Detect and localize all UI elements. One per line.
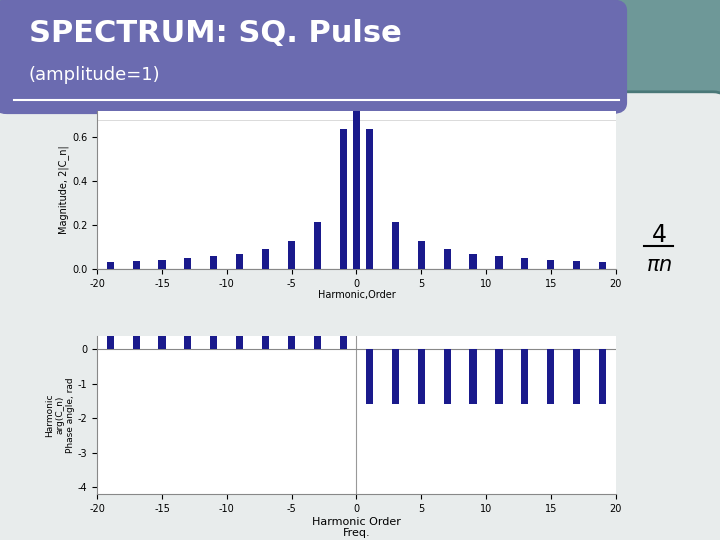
Bar — [107, 262, 114, 269]
Bar — [132, 295, 140, 349]
Bar — [210, 256, 217, 269]
FancyBboxPatch shape — [0, 0, 626, 113]
Bar — [573, 261, 580, 269]
Bar — [392, 222, 399, 269]
Bar — [418, 241, 425, 269]
Bar — [262, 249, 269, 269]
Bar — [495, 349, 503, 403]
Text: $\pi n$: $\pi n$ — [646, 254, 672, 275]
Bar — [547, 349, 554, 403]
Bar — [262, 295, 269, 349]
Bar — [288, 295, 295, 349]
Bar — [444, 249, 451, 269]
Bar — [210, 295, 217, 349]
Bar — [392, 349, 399, 403]
FancyBboxPatch shape — [0, 92, 720, 540]
Text: SPECTRUM: SQ. Pulse: SPECTRUM: SQ. Pulse — [29, 19, 402, 48]
Y-axis label: Magnitude, 2|C_n|: Magnitude, 2|C_n| — [58, 146, 69, 234]
Bar — [599, 262, 606, 269]
Bar — [366, 349, 373, 403]
Bar — [184, 295, 192, 349]
Bar — [418, 349, 425, 403]
Text: $4$: $4$ — [651, 223, 667, 247]
X-axis label: Harmonic,Order: Harmonic,Order — [318, 290, 395, 300]
Bar — [340, 295, 347, 349]
Bar — [132, 261, 140, 269]
Bar — [158, 295, 166, 349]
Bar — [573, 349, 580, 403]
X-axis label: Harmonic Order
Freq.: Harmonic Order Freq. — [312, 517, 401, 538]
Y-axis label: Harmonic
arg(C_n)
Phase angle, rad: Harmonic arg(C_n) Phase angle, rad — [45, 377, 75, 453]
Bar — [107, 295, 114, 349]
Bar — [288, 241, 295, 269]
Bar — [314, 222, 321, 269]
Bar — [469, 349, 477, 403]
Bar — [366, 129, 373, 269]
Bar — [547, 260, 554, 269]
Bar — [340, 129, 347, 269]
Bar — [353, 49, 360, 269]
Bar — [521, 349, 528, 403]
Bar — [521, 258, 528, 269]
Bar — [184, 258, 192, 269]
Bar — [469, 254, 477, 269]
Bar — [236, 254, 243, 269]
Bar — [444, 349, 451, 403]
Bar — [495, 256, 503, 269]
Bar — [236, 295, 243, 349]
Bar — [599, 349, 606, 403]
Text: (amplitude=1): (amplitude=1) — [29, 66, 161, 84]
Bar — [314, 295, 321, 349]
Bar — [158, 260, 166, 269]
